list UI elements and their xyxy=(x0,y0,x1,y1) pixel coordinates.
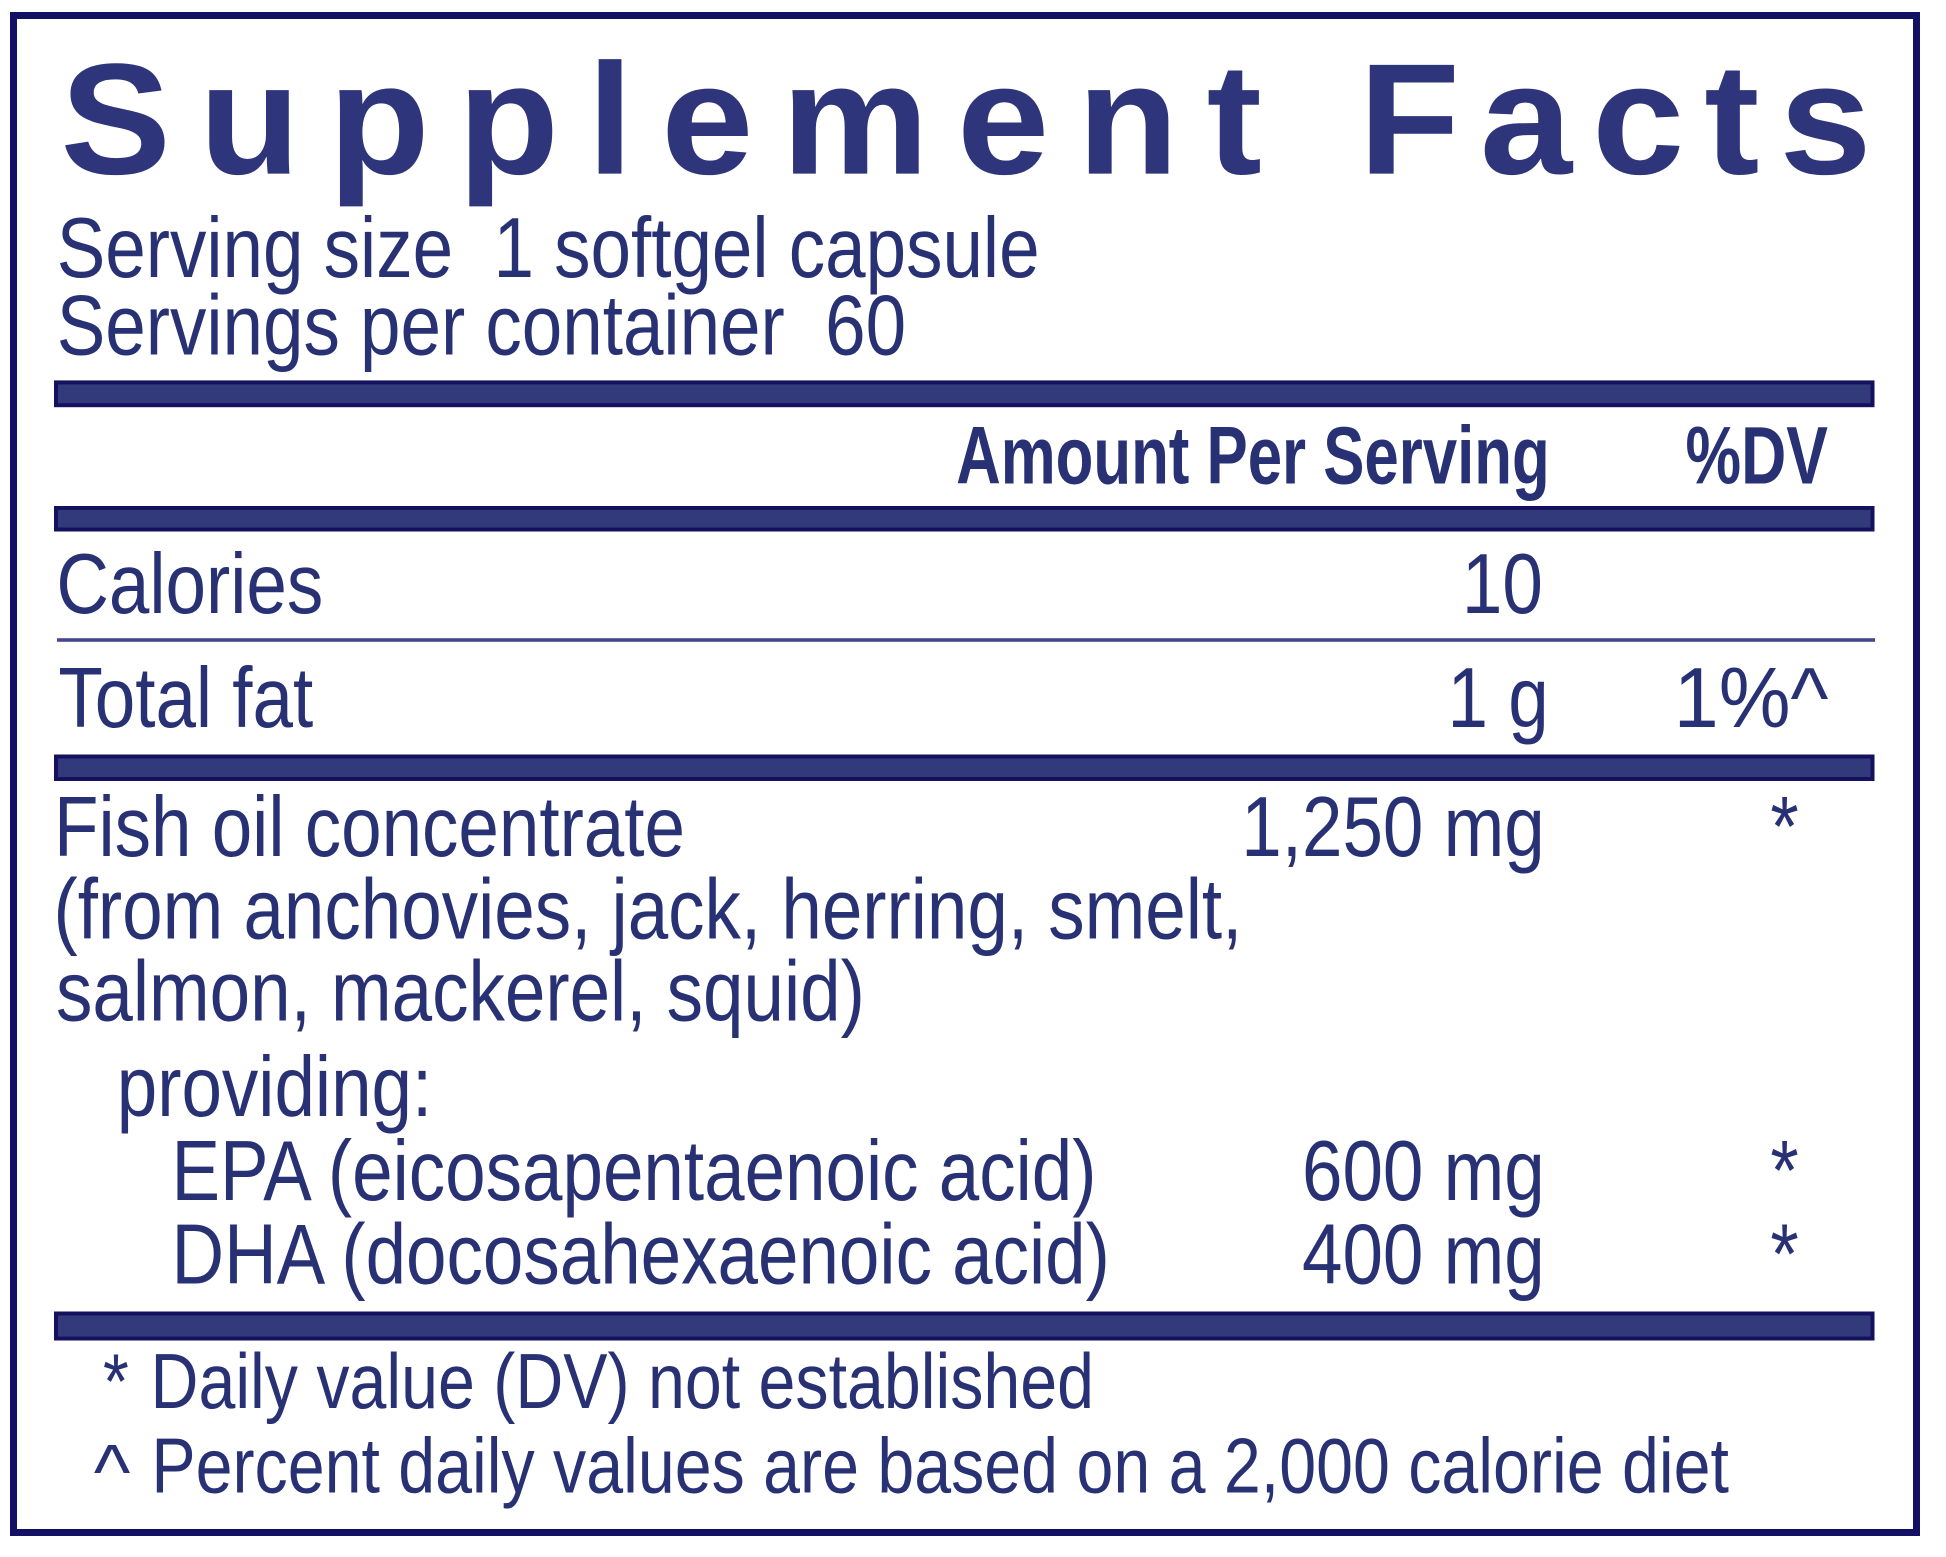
svg-text:DHA (docosahexaenoic acid): DHA (docosahexaenoic acid) xyxy=(172,1206,1110,1302)
svg-text:EPA (eicosapentaenoic acid): EPA (eicosapentaenoic acid) xyxy=(172,1123,1097,1219)
svg-text:Total fat: Total fat xyxy=(58,650,313,746)
svg-text:salmon, mackerel, squid): salmon, mackerel, squid) xyxy=(56,943,865,1039)
svg-text:10: 10 xyxy=(1462,536,1543,632)
svg-text:%DV: %DV xyxy=(1686,410,1829,501)
svg-text:1%^: 1%^ xyxy=(1674,650,1829,745)
svg-text:*: * xyxy=(1770,1123,1798,1219)
svg-text:Daily value (DV) not establish: Daily value (DV) not established xyxy=(151,1338,1094,1425)
svg-text:Percent daily values are based: Percent daily values are based on a 2,00… xyxy=(151,1422,1729,1509)
svg-text:providing:: providing: xyxy=(117,1039,432,1135)
svg-text:(from anchovies, jack, herring: (from anchovies, jack, herring, smelt, xyxy=(53,861,1242,957)
svg-text:Serving size 1 softgel capsul: Serving size 1 softgel capsule xyxy=(57,200,1040,296)
svg-text:*: * xyxy=(1770,779,1798,875)
svg-text:Facts: Facts xyxy=(1359,31,1892,208)
svg-text:*: * xyxy=(1770,1206,1798,1302)
svg-text:*: * xyxy=(103,1338,129,1425)
svg-text:^: ^ xyxy=(94,1428,131,1516)
svg-text:Fish oil concentrate: Fish oil concentrate xyxy=(54,779,685,875)
svg-text:400 mg: 400 mg xyxy=(1302,1206,1545,1302)
svg-text:Servings per container 60: Servings per container 60 xyxy=(57,277,906,373)
svg-text:Calories: Calories xyxy=(56,536,323,632)
svg-text:1,250 mg: 1,250 mg xyxy=(1241,779,1544,875)
svg-text:1 g: 1 g xyxy=(1448,650,1549,746)
svg-text:Amount Per Serving: Amount Per Serving xyxy=(956,410,1550,502)
svg-text:600 mg: 600 mg xyxy=(1302,1123,1545,1219)
svg-text:Supplement: Supplement xyxy=(60,31,1290,208)
